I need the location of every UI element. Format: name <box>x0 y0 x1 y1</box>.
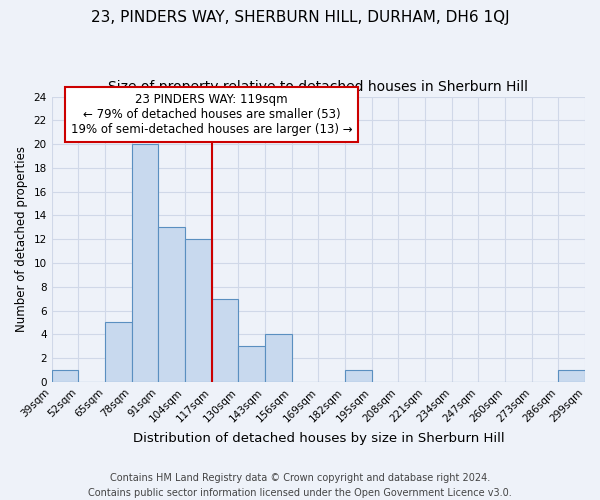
Bar <box>559 370 585 382</box>
Text: 23, PINDERS WAY, SHERBURN HILL, DURHAM, DH6 1QJ: 23, PINDERS WAY, SHERBURN HILL, DURHAM, … <box>91 10 509 25</box>
Y-axis label: Number of detached properties: Number of detached properties <box>15 146 28 332</box>
X-axis label: Distribution of detached houses by size in Sherburn Hill: Distribution of detached houses by size … <box>133 432 504 445</box>
Text: 23 PINDERS WAY: 119sqm
← 79% of detached houses are smaller (53)
19% of semi-det: 23 PINDERS WAY: 119sqm ← 79% of detached… <box>71 93 352 136</box>
Bar <box>238 346 265 382</box>
Bar <box>345 370 371 382</box>
Bar <box>185 240 212 382</box>
Bar <box>265 334 292 382</box>
Bar <box>158 228 185 382</box>
Bar <box>105 322 131 382</box>
Title: Size of property relative to detached houses in Sherburn Hill: Size of property relative to detached ho… <box>109 80 529 94</box>
Bar <box>131 144 158 382</box>
Bar <box>52 370 79 382</box>
Bar <box>212 298 238 382</box>
Text: Contains HM Land Registry data © Crown copyright and database right 2024.
Contai: Contains HM Land Registry data © Crown c… <box>88 472 512 498</box>
